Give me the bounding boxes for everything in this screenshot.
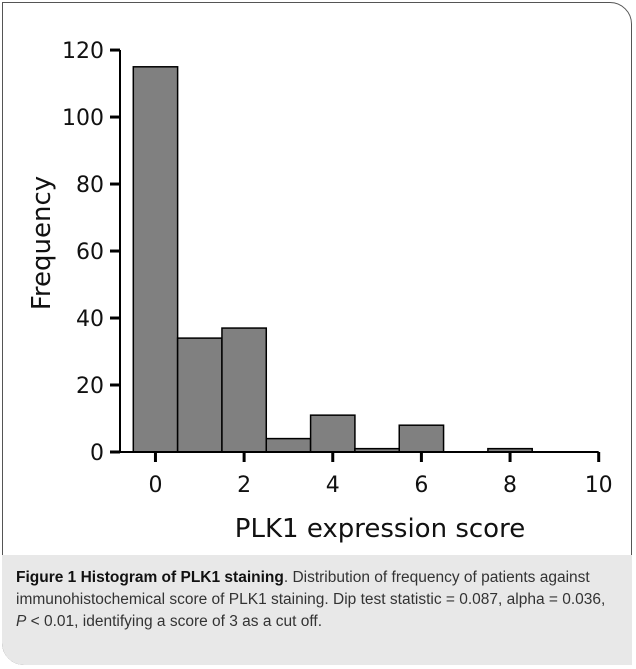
x-tick-label-0: 0 bbox=[148, 473, 162, 498]
caption-p-symbol: P bbox=[16, 613, 27, 630]
y-tick-label-60: 60 bbox=[76, 240, 104, 265]
bars-group bbox=[132, 66, 533, 453]
x-axis-label: PLK1 expression score bbox=[235, 514, 525, 544]
histogram-bar-1 bbox=[176, 337, 223, 453]
y-tick-label-100: 100 bbox=[62, 106, 104, 131]
caption-label: Figure 1 Histogram of PLK1 staining bbox=[16, 569, 284, 586]
axes-group: 0 20 40 60 80 100 120 0 2 4 6 8 10 bbox=[62, 39, 613, 498]
x-tick-label-10: 10 bbox=[585, 473, 613, 498]
caption-text: . Distribution of frequency of patients … bbox=[16, 569, 606, 608]
y-tick-label-40: 40 bbox=[76, 307, 104, 332]
histogram-bar-4 bbox=[309, 414, 356, 453]
y-axis-label: Frequency bbox=[27, 176, 57, 310]
y-tick-label-0: 0 bbox=[90, 441, 104, 466]
histogram-bar-6 bbox=[398, 424, 445, 453]
caption-text-end: < 0.01, identifying a score of 3 as a cu… bbox=[26, 613, 323, 630]
histogram-bar-0 bbox=[132, 66, 179, 453]
figure-caption: Figure 1 Histogram of PLK1 staining. Dis… bbox=[16, 567, 618, 633]
x-tick-label-8: 8 bbox=[503, 473, 517, 498]
x-tick-label-4: 4 bbox=[326, 473, 340, 498]
y-tick-label-120: 120 bbox=[62, 39, 104, 64]
histogram-bar-3 bbox=[265, 437, 312, 453]
y-tick-label-20: 20 bbox=[76, 374, 104, 399]
histogram-chart: 0 20 40 60 80 100 120 0 2 4 6 8 10 PLK1 expression s… bbox=[27, 39, 613, 544]
x-tick-label-6: 6 bbox=[414, 473, 428, 498]
y-tick-label-80: 80 bbox=[76, 173, 104, 198]
caption-box: Figure 1 Histogram of PLK1 staining. Dis… bbox=[2, 555, 632, 665]
x-tick-label-2: 2 bbox=[237, 473, 251, 498]
histogram-bar-2 bbox=[221, 327, 268, 453]
